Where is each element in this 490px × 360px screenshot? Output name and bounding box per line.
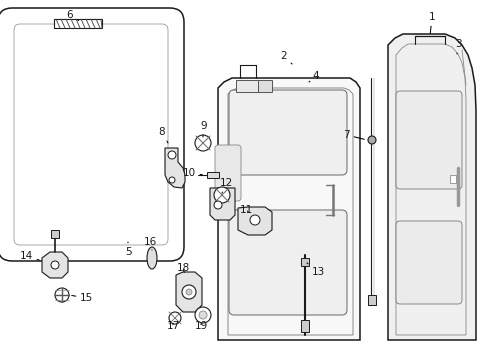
FancyBboxPatch shape — [215, 145, 241, 201]
FancyBboxPatch shape — [0, 8, 184, 261]
Text: 12: 12 — [220, 178, 233, 193]
Text: 11: 11 — [240, 205, 253, 215]
Bar — [54, 19, 102, 28]
Polygon shape — [176, 272, 202, 312]
Text: 4: 4 — [309, 71, 319, 82]
Circle shape — [55, 288, 69, 302]
Text: 13: 13 — [307, 263, 325, 277]
Circle shape — [51, 261, 59, 269]
Circle shape — [214, 201, 222, 209]
Bar — [258, 80, 272, 92]
Bar — [51, 230, 59, 238]
Circle shape — [250, 215, 260, 225]
Circle shape — [182, 285, 196, 299]
Bar — [450, 175, 456, 183]
Text: 6: 6 — [67, 10, 79, 21]
Circle shape — [195, 135, 211, 151]
FancyBboxPatch shape — [14, 24, 168, 245]
Text: 8: 8 — [159, 127, 168, 143]
Polygon shape — [165, 148, 185, 188]
Bar — [301, 258, 309, 266]
FancyBboxPatch shape — [229, 210, 347, 315]
Circle shape — [199, 311, 207, 319]
FancyBboxPatch shape — [396, 221, 462, 304]
Text: 1: 1 — [429, 12, 435, 33]
Circle shape — [168, 151, 176, 159]
Text: 5: 5 — [124, 242, 131, 257]
Circle shape — [195, 307, 211, 323]
Polygon shape — [388, 34, 476, 340]
Text: 16: 16 — [144, 237, 157, 250]
Polygon shape — [210, 188, 235, 220]
Bar — [207, 172, 219, 178]
Circle shape — [169, 312, 181, 324]
Text: 19: 19 — [195, 321, 208, 331]
Text: 3: 3 — [455, 39, 462, 54]
Circle shape — [368, 136, 376, 144]
Text: 7: 7 — [343, 130, 364, 140]
Text: 9: 9 — [200, 121, 207, 137]
Text: 2: 2 — [281, 51, 292, 64]
Ellipse shape — [147, 247, 157, 269]
Text: 17: 17 — [167, 321, 180, 331]
FancyBboxPatch shape — [396, 91, 462, 189]
Polygon shape — [42, 252, 68, 278]
FancyBboxPatch shape — [229, 90, 347, 175]
Bar — [301, 320, 309, 332]
Circle shape — [186, 289, 192, 295]
Text: 14: 14 — [20, 251, 39, 261]
Text: 15: 15 — [72, 293, 93, 303]
Polygon shape — [238, 207, 272, 235]
Bar — [368, 295, 376, 305]
Polygon shape — [218, 78, 360, 340]
Text: 10: 10 — [183, 168, 202, 178]
Bar — [236, 80, 258, 92]
Text: 18: 18 — [176, 263, 190, 273]
Circle shape — [214, 187, 230, 203]
Circle shape — [169, 177, 175, 183]
